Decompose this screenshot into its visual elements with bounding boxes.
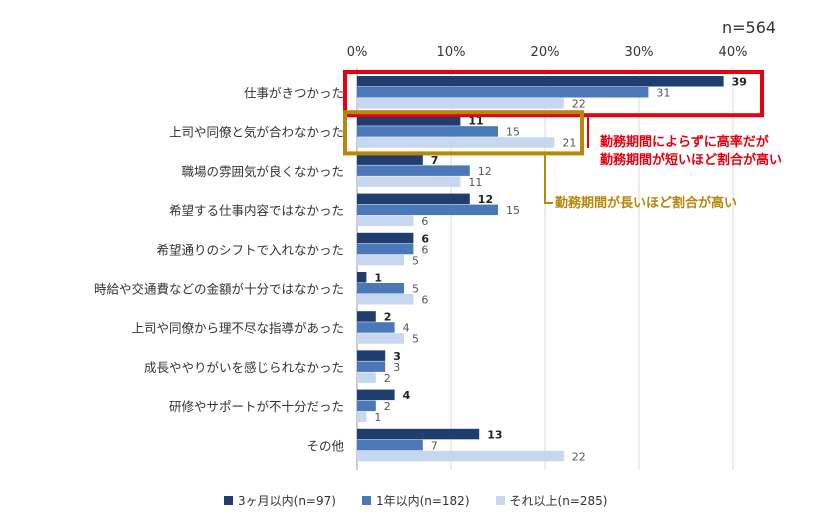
bar (357, 372, 376, 383)
data-label: 6 (421, 232, 429, 245)
data-label: 21 (562, 137, 576, 150)
bar (357, 322, 395, 333)
bar (357, 439, 423, 451)
data-label: 15 (506, 126, 520, 139)
data-label: 11 (468, 176, 482, 189)
sample-size: n=564 (722, 18, 777, 37)
bar (357, 411, 367, 423)
data-label: 1 (374, 411, 381, 424)
data-label: 4 (403, 389, 411, 402)
bar (357, 126, 498, 137)
category-label: 仕事がきつかった (244, 86, 344, 101)
bar (357, 98, 564, 109)
data-label: 2 (384, 400, 391, 413)
data-label: 12 (478, 165, 492, 178)
bar (357, 87, 649, 98)
bar (357, 115, 461, 126)
bar (357, 350, 386, 361)
category-label: 上司や同僚と気が合わなかった (169, 125, 344, 140)
data-label: 22 (572, 98, 586, 111)
x-tick-label: 20% (531, 45, 560, 60)
bar (357, 254, 404, 266)
data-label: 6 (421, 243, 428, 256)
bar (357, 76, 724, 87)
category-label: 上司や同僚から理不尽な指導があった (131, 321, 344, 336)
bar (357, 389, 395, 401)
data-label: 15 (506, 204, 520, 217)
highlight-box-gold (343, 110, 584, 156)
bar (357, 232, 414, 244)
category-label: 職場の雰囲気が良くなかった (181, 164, 344, 179)
x-tick-label: 30% (625, 45, 654, 60)
data-label: 6 (421, 294, 428, 307)
x-tick-label: 0% (347, 45, 368, 60)
category-label: 研修やサポートが不十分だった (169, 399, 344, 414)
bar (357, 193, 470, 205)
category-label: 希望通りのシフトで入れなかった (156, 242, 344, 257)
data-label: 12 (478, 193, 493, 206)
bar (357, 215, 414, 227)
legend-label-3months: 3ヶ月以内(n=97) (238, 494, 336, 508)
legend-swatch-3months (224, 496, 233, 505)
data-label: 7 (431, 439, 438, 452)
bar (357, 333, 404, 344)
bar (357, 176, 461, 187)
data-label: 3 (393, 361, 400, 374)
data-label: 22 (572, 450, 586, 463)
legend-swatch-longer (495, 496, 505, 505)
data-label: 31 (656, 87, 670, 100)
x-tick-label: 40% (719, 45, 748, 60)
data-label: 4 (403, 322, 410, 335)
gold-annotation: 勤務期間が長いほど割合が高い (555, 196, 738, 211)
red-annotation-line1: 勤務期間によらずに高率だが (600, 135, 769, 150)
red-annotation: 勤務期間によらずに高率だが 勤務期間が短いほど割合が高い (600, 134, 782, 170)
bar (357, 294, 414, 305)
category-label: 成長ややりがいを感じられなかった (144, 360, 344, 375)
data-label: 5 (412, 283, 419, 296)
bar (357, 154, 423, 165)
data-label: 39 (732, 76, 747, 89)
data-label: 2 (384, 311, 392, 324)
bar (357, 283, 404, 294)
category-label: 時給や交通費などの金額が十分ではなかった (94, 282, 344, 297)
legend-item-longer: それ以上(n=285) (495, 492, 608, 509)
bar (357, 400, 376, 412)
bar (357, 137, 555, 148)
data-label: 3 (393, 350, 401, 363)
bar (357, 165, 470, 176)
bar (357, 361, 386, 372)
gold-connector (544, 155, 553, 204)
bar (357, 428, 480, 440)
red-annotation-line2: 勤務期間が短いほど割合が高い (600, 153, 783, 168)
data-label: 1 (374, 272, 382, 285)
category-label: 希望する仕事内容ではなかった (169, 203, 344, 218)
legend-swatch-1year (361, 496, 371, 505)
bar (357, 311, 376, 322)
data-label: 11 (468, 115, 483, 128)
data-label: 5 (412, 254, 419, 267)
data-label: 2 (384, 372, 391, 385)
highlight-box-red (343, 70, 764, 118)
category-label: その他 (306, 438, 344, 453)
bar (357, 450, 564, 462)
data-label: 13 (487, 428, 502, 441)
bar (357, 243, 414, 255)
bar (357, 204, 498, 216)
data-label: 6 (421, 215, 428, 228)
legend-label-1year: 1年以内(n=182) (375, 494, 470, 508)
x-tick-label: 10% (437, 45, 466, 60)
legend-item-1year: 1年以内(n=182) (361, 492, 470, 509)
bar (357, 272, 367, 283)
data-label: 7 (431, 154, 439, 167)
legend-item-3months: 3ヶ月以内(n=97) (224, 492, 336, 509)
legend-label-longer: それ以上(n=285) (509, 494, 608, 508)
data-label: 5 (412, 333, 419, 346)
chart-legend: 3ヶ月以内(n=97) 1年以内(n=182) それ以上(n=285) (224, 492, 607, 509)
